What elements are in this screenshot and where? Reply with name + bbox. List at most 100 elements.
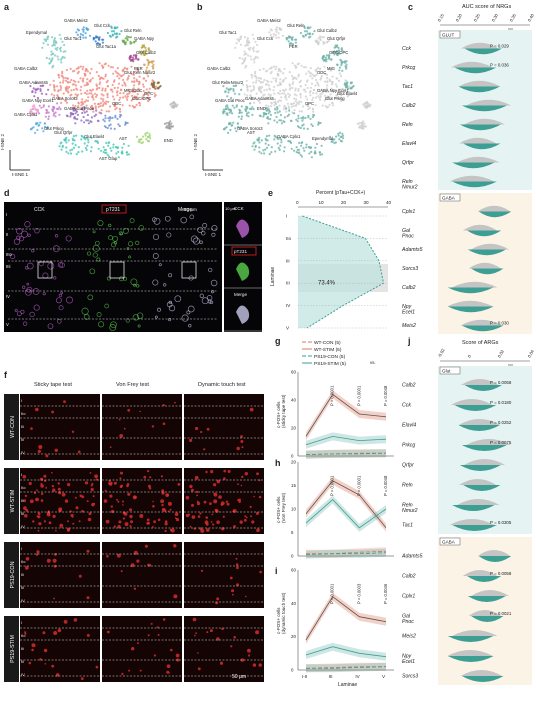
tsne-point: [327, 54, 330, 57]
lamina-label: I: [21, 620, 22, 625]
tsne-point: [107, 110, 111, 113]
tsne-point: [65, 136, 68, 139]
tsne-point: [307, 27, 310, 30]
tsne-point: [318, 151, 322, 154]
tsne-point: [280, 96, 283, 99]
cell-outline: [211, 225, 218, 232]
gene-label: Reln Nmur2: [402, 179, 418, 190]
x-tick-label: V: [382, 674, 386, 679]
tsne-point: [326, 84, 329, 87]
tsne-point: [250, 89, 253, 92]
tsne-point: [145, 69, 148, 72]
cfos-dot: [220, 503, 224, 506]
tsne-point: [315, 78, 318, 82]
tsne-point: [232, 84, 235, 88]
tsne-point: [269, 28, 272, 31]
tsne-point: [94, 140, 97, 143]
cfos-dot: [51, 484, 55, 488]
cfos-dot: [197, 652, 199, 654]
tsne-point: [80, 138, 83, 141]
tsne-point: [57, 97, 61, 100]
tsne-point: [104, 114, 107, 117]
y-axis-label: c-FOS+ cells(Von Frey test): [276, 492, 286, 523]
tsne-point: [329, 69, 333, 72]
tsne-point: [97, 38, 101, 41]
violin-ps19: [452, 181, 497, 188]
series-line: [305, 646, 387, 658]
tsne-point: [126, 153, 129, 156]
cell-outline: [211, 232, 216, 237]
tsne-point: [254, 57, 257, 60]
tsne-point: [273, 85, 276, 88]
cfos-dot: [72, 516, 74, 518]
cfos-dot: [23, 506, 27, 510]
cfos-dot: [36, 550, 40, 554]
tsne-point: [264, 148, 267, 151]
tsne-point: [59, 49, 62, 53]
gene-label: Sorcs3: [402, 266, 418, 272]
cell-outline: [42, 292, 46, 296]
tsne-point: [242, 83, 245, 86]
x-axis-label: Laminae: [338, 682, 357, 688]
cfos-dot: [235, 557, 238, 560]
tsne-point: [283, 67, 286, 71]
cfos-dot: [200, 569, 204, 572]
cfos-dot: [236, 583, 239, 587]
tsne-point: [286, 115, 289, 118]
tsne-cluster-label: Glut Prkcg: [325, 96, 345, 101]
tsne-point: [145, 138, 148, 141]
tsne-point: [273, 138, 276, 141]
legend-label: WT-CON (5): [314, 340, 341, 346]
tsne-point: [80, 101, 83, 104]
cfos-dot: [157, 634, 160, 636]
tsne-point: [312, 108, 315, 111]
cfos-dot: [71, 430, 75, 433]
tsne-point: [124, 43, 127, 46]
violin-ps19: [452, 525, 497, 531]
y-tick-label: 10: [291, 507, 296, 512]
tsne-point: [227, 131, 230, 134]
cfos-dot: [84, 481, 89, 485]
tsne-point: [135, 56, 138, 59]
tsne-point: [71, 83, 74, 86]
tsne-point: [302, 117, 305, 120]
tsne-point: [113, 86, 116, 90]
tsne-point: [284, 96, 287, 99]
tsne-point: [54, 111, 57, 114]
tsne-point: [128, 104, 131, 107]
tsne-point: [84, 146, 87, 150]
tsne-point: [55, 41, 58, 44]
cell-outline: [152, 279, 159, 286]
y-tick-label: 5: [291, 530, 294, 535]
cell-outline: [58, 305, 64, 311]
chart-e-line: [302, 215, 385, 329]
tsne-point: [148, 49, 151, 52]
cfos-dot: [240, 440, 244, 443]
cfos-dot: [133, 550, 138, 555]
cell-outline: [122, 227, 129, 234]
tsne-point: [111, 95, 115, 98]
tsne-point: [80, 92, 83, 95]
tsne-point: [341, 134, 345, 137]
tsne-point: [275, 28, 278, 31]
tsne-point: [142, 89, 145, 93]
tsne-point: [148, 134, 152, 137]
tsne-point: [363, 122, 366, 125]
tsne-point: [309, 75, 312, 78]
cfos-dot: [237, 499, 239, 502]
tsne-point: [246, 37, 249, 40]
tsne-point: [281, 92, 284, 95]
tsne-point: [226, 112, 229, 115]
cell-outline: [89, 268, 96, 275]
cfos-dot: [119, 477, 122, 480]
tsne-point: [51, 66, 54, 69]
tsne-point: [104, 102, 107, 105]
tsne-point: [245, 79, 248, 82]
tsne-point: [130, 65, 133, 68]
tsne-point: [298, 81, 301, 84]
tsne-point: [102, 98, 105, 101]
tsne-point: [136, 69, 140, 72]
tsne-point: [335, 135, 338, 138]
tsne-point: [83, 111, 86, 114]
tsne-point: [293, 149, 296, 152]
